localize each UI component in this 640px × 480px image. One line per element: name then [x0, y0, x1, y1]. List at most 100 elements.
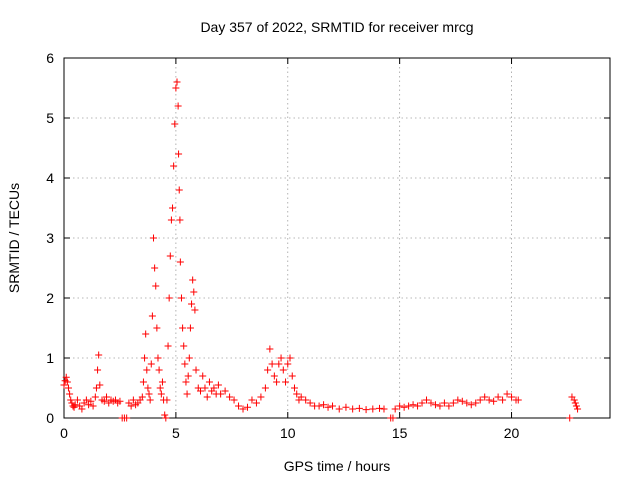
data-point: [302, 396, 310, 404]
y-tick-label: 1: [46, 350, 54, 366]
data-point: [369, 405, 377, 413]
data-point: [184, 372, 192, 380]
data-point: [179, 324, 187, 332]
data-point: [142, 330, 150, 338]
data-point: [248, 396, 256, 404]
data-point: [315, 402, 323, 410]
y-tick-label: 3: [46, 230, 54, 246]
data-point: [282, 378, 290, 386]
data-point: [180, 342, 188, 350]
data-point: [243, 403, 251, 411]
data-point: [139, 378, 147, 386]
tick-labels: 0 5 10 15 20 0 1 2 3 4 5 6: [46, 50, 519, 441]
data-point: [153, 324, 161, 332]
data-point: [574, 405, 582, 413]
data-point: [66, 390, 74, 398]
data-point: [129, 396, 137, 404]
data-point: [273, 378, 281, 386]
data-point: [440, 399, 448, 407]
data-point: [418, 399, 426, 407]
y-tick-label: 2: [46, 290, 54, 306]
data-point: [67, 396, 75, 404]
data-point: [82, 396, 90, 404]
data-point: [189, 276, 197, 284]
data-point: [499, 396, 507, 404]
data-point: [158, 378, 166, 386]
data-point: [396, 402, 404, 410]
data-point: [431, 401, 439, 409]
data-point: [141, 354, 149, 362]
data-point: [116, 397, 124, 405]
data-point: [73, 396, 81, 404]
data-point: [329, 402, 337, 410]
data-point: [164, 342, 172, 350]
data-point: [490, 397, 498, 405]
data-point: [60, 381, 68, 389]
data-point: [154, 354, 162, 362]
data-point: [169, 204, 177, 212]
data-point: [252, 399, 260, 407]
data-point: [177, 294, 185, 302]
data-point: [342, 403, 350, 411]
data-point: [454, 396, 462, 404]
data-point: [414, 402, 422, 410]
data-point: [264, 366, 272, 374]
data-point: [148, 312, 156, 320]
data-point: [514, 396, 522, 404]
data-point: [170, 162, 178, 170]
data-point: [284, 360, 292, 368]
data-point: [391, 405, 399, 413]
data-point: [463, 399, 471, 407]
data-point: [355, 404, 363, 412]
data-point: [191, 306, 199, 314]
data-point: [239, 405, 247, 413]
data-point: [144, 384, 152, 392]
data-point: [320, 401, 328, 409]
data-point: [409, 401, 417, 409]
data-point: [156, 384, 164, 392]
x-axis-label: GPS time / hours: [284, 458, 391, 474]
data-point: [175, 150, 183, 158]
axis-ticks: [63, 57, 610, 419]
data-point: [62, 373, 70, 381]
data-point: [186, 324, 194, 332]
data-point: [445, 402, 453, 410]
data-point: [91, 393, 99, 401]
data-point: [449, 399, 457, 407]
y-tick-label: 5: [46, 110, 54, 126]
chart-title: Day 357 of 2022, SRMTID for receiver mrc…: [200, 19, 473, 35]
x-tick-label: 0: [60, 425, 68, 441]
data-point: [138, 393, 146, 401]
data-point: [503, 390, 511, 398]
data-point: [476, 396, 484, 404]
data-point: [279, 366, 287, 374]
data-point: [63, 378, 71, 386]
data-point: [95, 351, 103, 359]
data-point: [103, 393, 111, 401]
data-point: [349, 405, 357, 413]
data-point: [485, 396, 493, 404]
data-point: [100, 397, 108, 405]
data-point: [380, 405, 388, 413]
data-point: [199, 372, 207, 380]
data-point: [173, 78, 181, 86]
data-point: [290, 384, 298, 392]
data-point: [221, 387, 229, 395]
data-point: [481, 393, 489, 401]
data-point: [155, 366, 163, 374]
data-point: [64, 384, 72, 392]
data-point: [566, 414, 574, 422]
data-point: [277, 354, 285, 362]
data-point: [293, 390, 301, 398]
x-tick-label: 15: [392, 425, 408, 441]
data-point: [286, 354, 294, 362]
data-point: [268, 360, 276, 368]
data-point: [172, 84, 180, 92]
data-point: [78, 405, 86, 413]
data-point: [92, 384, 100, 392]
data-point: [161, 411, 169, 419]
data-point: [427, 399, 435, 407]
y-axis-label: SRMTID / TECUs: [6, 183, 22, 293]
data-point: [571, 399, 579, 407]
data-point: [150, 234, 158, 242]
